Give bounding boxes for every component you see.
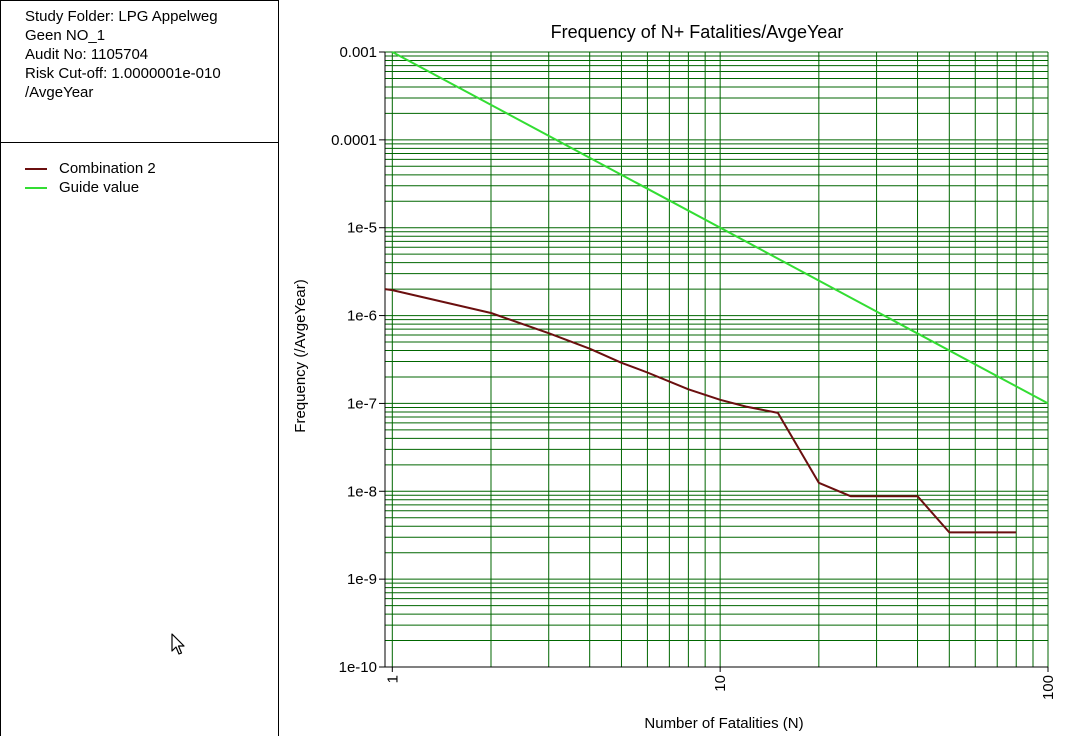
legend-item-guide-value: Guide value bbox=[25, 178, 156, 197]
x-tick-label: 1 bbox=[384, 675, 401, 683]
grid bbox=[385, 51, 1049, 668]
x-axis-label: Number of Fatalities (N) bbox=[644, 715, 803, 732]
series-line-combination-2 bbox=[384, 288, 1017, 534]
y-axis-label: Frequency (/AvgeYear) bbox=[292, 279, 309, 432]
mouse-pointer-icon bbox=[171, 633, 185, 655]
legend-label-combination-2: Combination 2 bbox=[59, 160, 156, 177]
series bbox=[384, 51, 1049, 534]
fn-curve-chart: Frequency of N+ Fatalities/AvgeYear 0.00… bbox=[292, 22, 1057, 732]
chart-area: Frequency of N+ Fatalities/AvgeYear 0.00… bbox=[279, 0, 1077, 736]
legend-swatch-guide-value bbox=[25, 186, 47, 189]
y-tick-label: 1e-7 bbox=[347, 395, 377, 412]
legend-label-guide-value: Guide value bbox=[59, 179, 140, 196]
audit-number-text: Audit No: 1105704 bbox=[25, 46, 149, 63]
case-name-text: Geen NO_1 bbox=[25, 27, 106, 44]
axes: 0.001 0.0001 1e-5 1e-6 1e-7 1e-8 1e-9 1e-10 1 10 1… bbox=[331, 44, 1057, 700]
x-tick-label: 10 bbox=[712, 675, 729, 692]
y-tick-label: 1e-6 bbox=[347, 308, 377, 325]
chart-title: Frequency of N+ Fatalities/AvgeYear bbox=[551, 22, 844, 42]
x-tick-label: 100 bbox=[1040, 675, 1057, 700]
y-tick-label: 1e-10 bbox=[339, 659, 377, 676]
y-tick-label: 0.001 bbox=[339, 44, 377, 61]
study-folder-text: Study Folder: LPG Appelweg bbox=[25, 8, 218, 25]
y-tick-label: 1e-9 bbox=[347, 571, 377, 588]
study-info-box: Study Folder: LPG Appelweg Geen NO_1 Aud… bbox=[1, 1, 278, 143]
legend-item-combination-2: Combination 2 bbox=[25, 159, 156, 178]
left-panel: Study Folder: LPG Appelweg Geen NO_1 Aud… bbox=[0, 0, 279, 736]
y-tick-label: 1e-8 bbox=[347, 483, 377, 500]
y-tick-label: 1e-5 bbox=[347, 220, 377, 237]
series-line-guide-value bbox=[391, 51, 1049, 405]
risk-cutoff-text: Risk Cut-off: 1.0000001e-010 bbox=[25, 65, 221, 82]
risk-cutoff-unit-text: /AvgeYear bbox=[25, 84, 94, 101]
y-tick-label: 0.0001 bbox=[331, 132, 377, 149]
legend: Combination 2 Guide value bbox=[25, 159, 156, 197]
legend-swatch-combination-2 bbox=[25, 167, 47, 170]
